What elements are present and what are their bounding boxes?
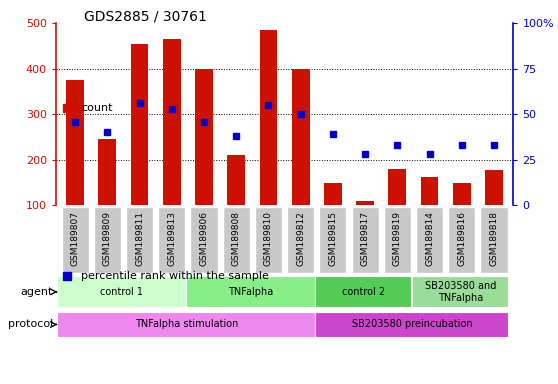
Text: percentile rank within the sample: percentile rank within the sample xyxy=(81,271,269,281)
Text: control 2: control 2 xyxy=(342,287,385,297)
Bar xyxy=(131,43,148,205)
Text: TNFalpha: TNFalpha xyxy=(228,287,273,297)
FancyBboxPatch shape xyxy=(255,207,282,273)
Text: SB203580 preincubation: SB203580 preincubation xyxy=(352,319,472,329)
Text: GSM189806: GSM189806 xyxy=(200,211,209,266)
FancyBboxPatch shape xyxy=(315,276,411,307)
FancyBboxPatch shape xyxy=(352,207,379,273)
Bar xyxy=(99,139,116,205)
Text: GSM189811: GSM189811 xyxy=(135,211,144,266)
FancyBboxPatch shape xyxy=(480,207,508,273)
Text: count: count xyxy=(81,103,112,113)
FancyBboxPatch shape xyxy=(223,207,250,273)
Bar xyxy=(195,69,213,205)
Text: GSM189813: GSM189813 xyxy=(167,211,176,266)
Bar xyxy=(228,155,245,205)
FancyBboxPatch shape xyxy=(190,207,218,273)
FancyBboxPatch shape xyxy=(416,207,443,273)
FancyBboxPatch shape xyxy=(448,207,475,273)
FancyBboxPatch shape xyxy=(126,207,153,273)
Text: GSM189809: GSM189809 xyxy=(103,211,112,266)
Bar xyxy=(421,177,439,205)
Text: GSM189817: GSM189817 xyxy=(360,211,369,266)
Text: SB203580 and
TNFalpha: SB203580 and TNFalpha xyxy=(425,281,496,303)
Bar xyxy=(163,39,181,205)
FancyBboxPatch shape xyxy=(57,313,315,336)
Text: GSM189808: GSM189808 xyxy=(232,211,240,266)
Text: TNFalpha stimulation: TNFalpha stimulation xyxy=(134,319,238,329)
Bar xyxy=(66,80,84,205)
Text: GSM189810: GSM189810 xyxy=(264,211,273,266)
Text: agent: agent xyxy=(21,287,53,297)
FancyBboxPatch shape xyxy=(186,276,315,307)
Bar xyxy=(292,69,310,205)
Text: GSM189814: GSM189814 xyxy=(425,211,434,266)
FancyBboxPatch shape xyxy=(384,207,411,273)
FancyBboxPatch shape xyxy=(57,276,186,307)
Bar xyxy=(356,201,374,205)
Bar xyxy=(453,183,470,205)
Text: GSM189819: GSM189819 xyxy=(393,211,402,266)
FancyBboxPatch shape xyxy=(315,313,508,336)
FancyBboxPatch shape xyxy=(94,207,121,273)
FancyBboxPatch shape xyxy=(158,207,185,273)
Text: GSM189812: GSM189812 xyxy=(296,211,305,266)
Text: GDS2885 / 30761: GDS2885 / 30761 xyxy=(84,10,206,23)
Text: GSM189816: GSM189816 xyxy=(458,211,466,266)
Text: GSM189818: GSM189818 xyxy=(489,211,498,266)
FancyBboxPatch shape xyxy=(287,207,314,273)
FancyBboxPatch shape xyxy=(412,276,508,307)
Text: control 1: control 1 xyxy=(100,287,143,297)
Text: GSM189807: GSM189807 xyxy=(71,211,80,266)
Bar xyxy=(259,30,277,205)
Bar xyxy=(324,183,341,205)
Text: protocol: protocol xyxy=(8,319,53,329)
FancyBboxPatch shape xyxy=(319,207,347,273)
Text: GSM189815: GSM189815 xyxy=(329,211,338,266)
Bar xyxy=(388,169,406,205)
Bar xyxy=(485,170,503,205)
FancyBboxPatch shape xyxy=(61,207,89,273)
